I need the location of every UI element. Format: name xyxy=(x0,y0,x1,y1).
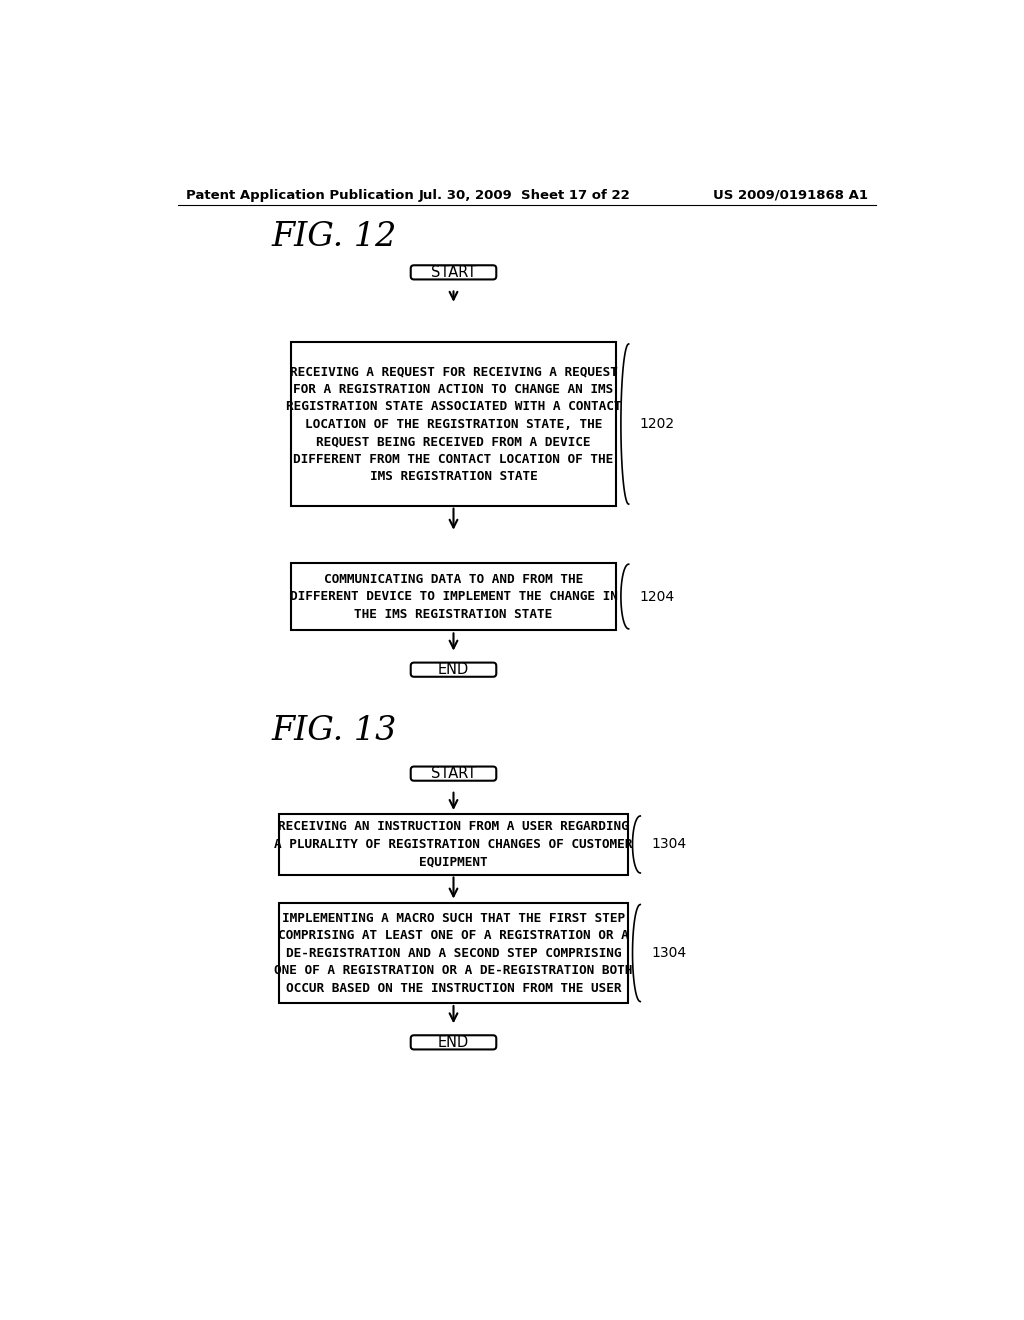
Text: COMMUNICATING DATA TO AND FROM THE
DIFFERENT DEVICE TO IMPLEMENT THE CHANGE IN
T: COMMUNICATING DATA TO AND FROM THE DIFFE… xyxy=(290,573,617,620)
FancyBboxPatch shape xyxy=(411,265,497,280)
Text: FIG. 13: FIG. 13 xyxy=(271,715,396,747)
Text: IMPLEMENTING A MACRO SUCH THAT THE FIRST STEP
COMPRISING AT LEAST ONE OF A REGIS: IMPLEMENTING A MACRO SUCH THAT THE FIRST… xyxy=(274,912,633,994)
Text: US 2009/0191868 A1: US 2009/0191868 A1 xyxy=(713,189,868,202)
Text: RECEIVING AN INSTRUCTION FROM A USER REGARDING
A PLURALITY OF REGISTRATION CHANG: RECEIVING AN INSTRUCTION FROM A USER REG… xyxy=(274,821,633,869)
Bar xyxy=(280,814,628,875)
Text: END: END xyxy=(438,663,469,677)
Text: Patent Application Publication: Patent Application Publication xyxy=(186,189,414,202)
Text: START: START xyxy=(431,766,476,781)
FancyBboxPatch shape xyxy=(411,663,497,677)
Text: 1304: 1304 xyxy=(651,837,686,851)
Text: END: END xyxy=(438,1035,469,1049)
Text: 1202: 1202 xyxy=(640,417,675,432)
Bar xyxy=(280,903,628,1003)
Text: RECEIVING A REQUEST FOR RECEIVING A REQUEST
FOR A REGISTRATION ACTION TO CHANGE : RECEIVING A REQUEST FOR RECEIVING A REQU… xyxy=(286,366,622,483)
Text: 1204: 1204 xyxy=(640,590,675,603)
Text: 1304: 1304 xyxy=(651,946,686,960)
Text: START: START xyxy=(431,265,476,280)
Bar xyxy=(291,562,616,631)
FancyBboxPatch shape xyxy=(411,1035,497,1049)
FancyBboxPatch shape xyxy=(411,767,497,780)
Text: FIG. 12: FIG. 12 xyxy=(271,220,396,253)
Bar xyxy=(291,342,616,506)
Text: Jul. 30, 2009  Sheet 17 of 22: Jul. 30, 2009 Sheet 17 of 22 xyxy=(419,189,631,202)
